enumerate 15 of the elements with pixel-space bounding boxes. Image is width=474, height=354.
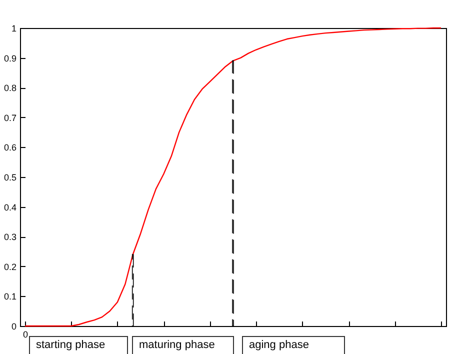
y-tick-label: 0.4 — [4, 202, 16, 212]
y-tick-label: 0.3 — [4, 232, 16, 242]
text: starting phase — [29, 336, 128, 354]
y-tick-label: 0.6 — [4, 142, 16, 153]
y-tick-label: 0.5 — [4, 172, 16, 182]
y-tick-label: 0.2 — [4, 262, 16, 272]
text: maturing phase — [132, 336, 234, 354]
line-series — [24, 27, 442, 327]
y-tick-label: 0.9 — [4, 53, 16, 64]
y-tick-label: 0.1 — [4, 292, 16, 302]
y-tick-label: 0.7 — [4, 112, 16, 123]
text: aging phase — [242, 336, 345, 354]
y-tick-label: 1 — [11, 24, 16, 34]
y-tick-label: 0.8 — [4, 83, 16, 94]
y-tick-label: 0 — [11, 322, 16, 332]
